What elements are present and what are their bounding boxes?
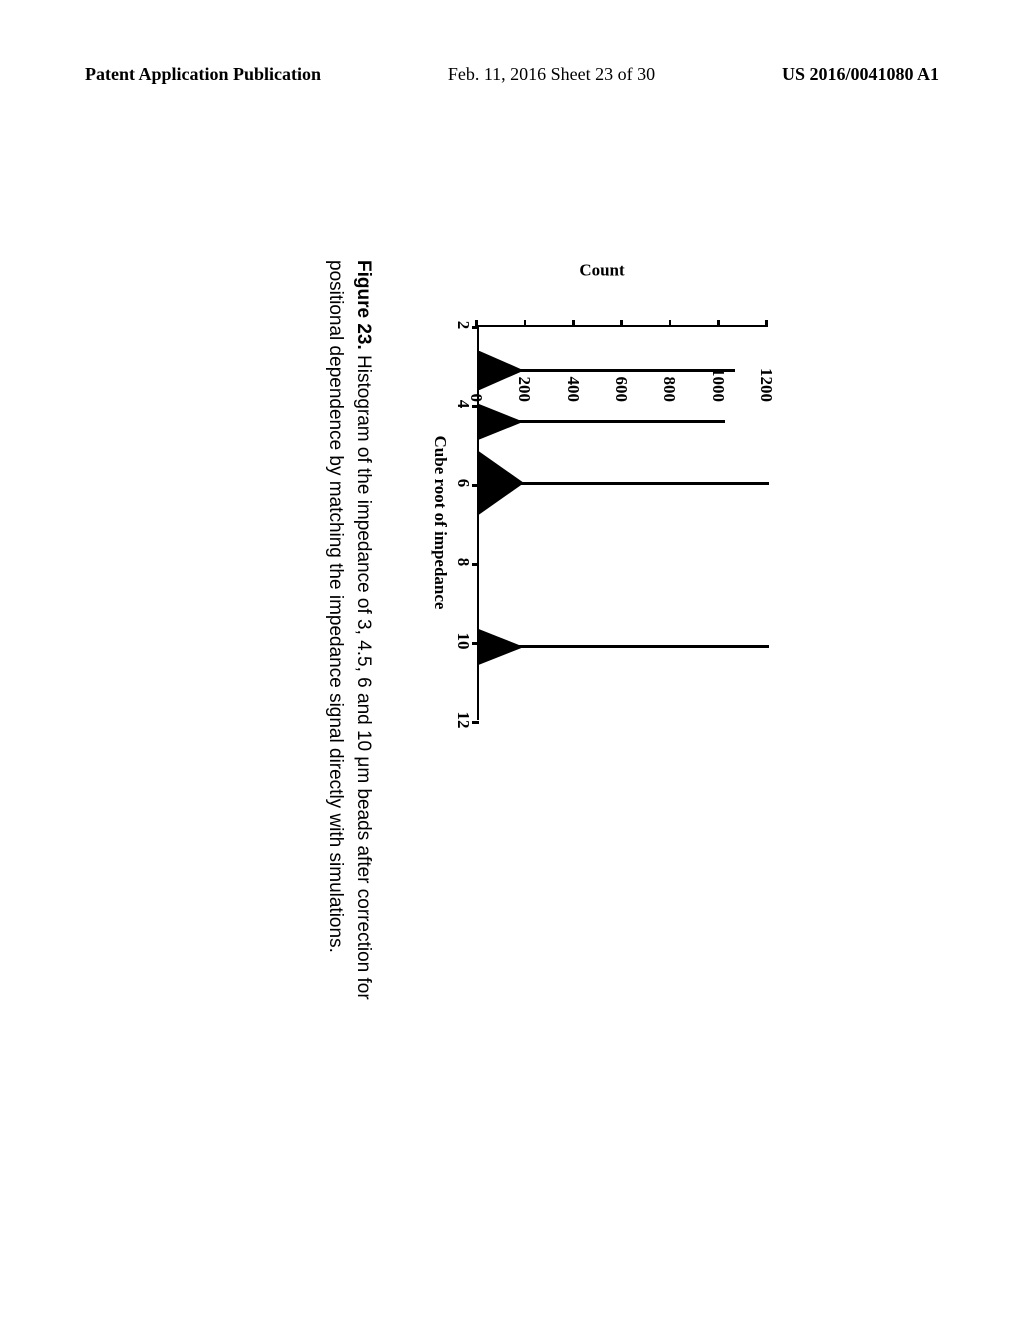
- x-tick: [472, 563, 479, 566]
- caption-line2: positional dependence by matching the im…: [325, 260, 346, 953]
- y-tick-label: 800: [661, 352, 678, 402]
- y-tick: [669, 320, 672, 327]
- histogram-peak: [479, 482, 769, 485]
- figure-rotated-container: Count Cube root of impedance 02004006008…: [252, 200, 772, 1120]
- x-tick: [472, 405, 479, 408]
- histogram-chart: Count Cube root of impedance 02004006008…: [432, 260, 772, 740]
- x-axis-label: Cube root of impedance: [430, 325, 450, 720]
- y-tick-label: 200: [516, 352, 533, 402]
- y-tick-label: 600: [613, 352, 630, 402]
- y-tick: [766, 320, 769, 327]
- y-tick: [524, 320, 527, 327]
- y-tick: [621, 320, 624, 327]
- histogram-peak: [479, 645, 769, 648]
- header-right: US 2016/0041080 A1: [782, 64, 939, 85]
- x-tick: [472, 484, 479, 487]
- y-tick-label: 1000: [710, 352, 727, 402]
- x-tick-label: 2: [455, 310, 472, 340]
- y-tick: [717, 320, 720, 327]
- x-tick-label: 12: [455, 705, 472, 735]
- x-tick-label: 4: [455, 389, 472, 419]
- x-tick-label: 6: [455, 468, 472, 498]
- y-tick-label: 400: [565, 352, 582, 402]
- header-center: Feb. 11, 2016 Sheet 23 of 30: [448, 64, 655, 85]
- x-tick-label: 8: [455, 547, 472, 577]
- page-header: Patent Application Publication Feb. 11, …: [0, 64, 1024, 85]
- y-tick-label: 1200: [758, 352, 775, 402]
- figure-caption: Figure 23. Histogram of the impedance of…: [322, 260, 377, 1080]
- x-tick-label: 10: [455, 626, 472, 656]
- y-axis-label: Count: [579, 261, 624, 281]
- histogram-peak: [479, 420, 726, 423]
- header-left: Patent Application Publication: [85, 64, 321, 85]
- y-tick: [572, 320, 575, 327]
- x-tick: [472, 326, 479, 329]
- figure-label: Figure 23.: [353, 260, 374, 350]
- caption-line1: Histogram of the impedance of 3, 4.5, 6 …: [353, 355, 374, 1000]
- x-tick: [472, 721, 479, 724]
- x-tick: [472, 642, 479, 645]
